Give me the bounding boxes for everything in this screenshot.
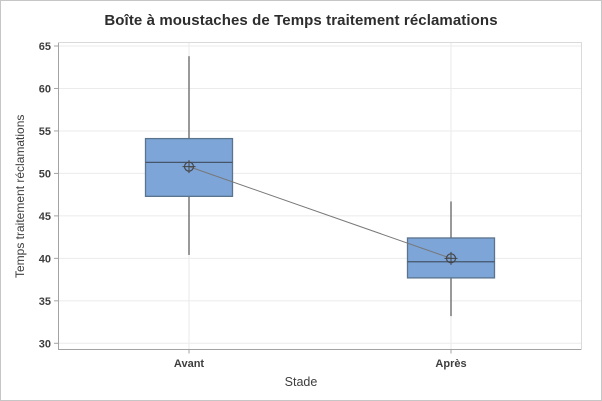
y-tick-label: 30 [39, 338, 51, 350]
y-tick-label: 50 [39, 168, 51, 180]
x-tick-label: Après [435, 358, 466, 370]
x-axis-title: Stade [284, 375, 318, 389]
plot-area: 65 60 55 50 45 40 35 30 Avant Après [39, 41, 582, 370]
x-tick-label: Avant [174, 358, 204, 370]
y-tick-label: 65 [39, 41, 51, 53]
chart-title: Boîte à moustaches de Temps traitement r… [104, 12, 498, 29]
mean-connector-line [188, 166, 452, 259]
y-axis-title: Temps traitement réclamations [13, 114, 27, 278]
y-tick-label: 60 [39, 83, 51, 95]
y-tick-label: 55 [39, 126, 51, 138]
y-tick-label: 35 [39, 296, 51, 308]
y-tick-label: 45 [39, 211, 51, 223]
y-tick-label: 40 [39, 253, 51, 265]
